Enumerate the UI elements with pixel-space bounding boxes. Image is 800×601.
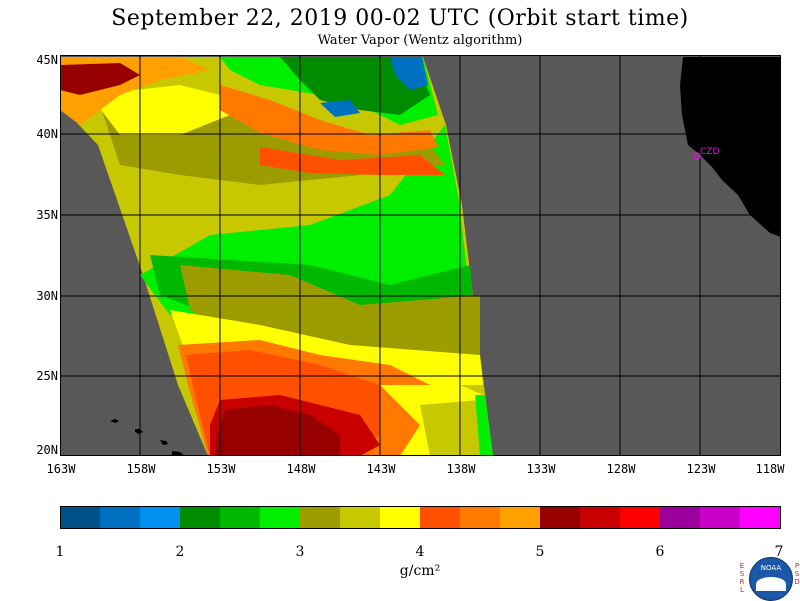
hawaii-island-1 [110,419,119,423]
colorbar-cell [300,506,341,529]
colorbar-cell [180,506,221,529]
psd-letters: P S D [794,562,800,586]
colorbar-cell [340,506,381,529]
lat-label-45n: 45N [36,53,58,67]
hawaii-island-3 [160,440,168,445]
lon-label-163w: 163W [46,462,76,476]
colorbar-cell [660,506,701,529]
swath-south-darkred [215,405,340,456]
colorbar-cell [580,506,621,529]
map-title: September 22, 2019 00-02 UTC (Orbit star… [111,6,689,31]
colorbar-cell [620,506,661,529]
lon-label-143w: 143W [366,462,396,476]
lon-label-128w: 128W [606,462,636,476]
lon-label-153w: 153W [206,462,236,476]
swath-north-yellow [90,85,230,135]
lon-label-123w: 123W [686,462,716,476]
lon-label-133w: 133W [526,462,556,476]
swath-upper-darkgreen [280,57,430,115]
lat-label-40n: 40N [36,127,58,141]
land [110,57,781,456]
colorbar-cell [260,506,301,529]
lon-label-118w: 118W [755,462,785,476]
california-coast [680,57,781,237]
lat-label-30n: 30N [36,289,58,303]
map-subtitle: Water Vapor (Wentz algorithm) [317,33,523,48]
lat-label-25n: 25N [36,369,58,383]
swath-orange-arc [220,85,438,155]
satellite-swath [60,57,493,456]
colorbar-tick-3: 3 [295,544,305,560]
noaa-logo: NOAA [749,557,793,601]
grid-lines [60,55,781,456]
lon-label-138w: 138W [446,462,476,476]
swath-south-olive [420,400,493,456]
lon-label-148w: 148W [286,462,316,476]
colorbar-tick-5: 5 [535,544,545,560]
esrl-letters: E S R L [739,562,745,594]
noaa-logo-text: NOAA [760,564,782,572]
colorbar [60,506,781,529]
hawaii-island-2 [135,429,143,434]
lat-label-20n: 20N [36,443,58,457]
hawaii-island-4 [172,451,185,456]
colorbar-cell [740,506,781,529]
swath-blue-patch-2 [320,100,360,117]
colorbar-cell [460,506,501,529]
swath-north-red [60,63,140,95]
colorbar-cell [220,506,261,529]
colorbar-tick-4: 4 [415,544,425,560]
colorbar-tick-2: 2 [175,544,185,560]
colorbar-cell [540,506,581,529]
colorbar-cell [140,506,181,529]
colorbar-tick-1: 1 [55,544,65,560]
colorbar-cell [700,506,741,529]
noaa-bird-icon [756,577,786,591]
swath-blue-patch [390,57,428,90]
colorbar-tick-6: 6 [655,544,665,560]
colorbar-tick-7: 7 [774,544,784,560]
station-marker-czd: CZD [693,147,719,160]
colorbar-cell [500,506,541,529]
lon-label-158w: 158W [126,462,156,476]
station-label-czd: CZD [700,147,719,157]
colorbar-cell [420,506,461,529]
colorbar-cell [380,506,421,529]
lat-label-35n: 35N [36,208,58,222]
colorbar-cell [60,506,101,529]
swath-south-green [475,395,493,456]
water-vapor-map: CZD [60,55,781,456]
swath-orange-strip [260,147,445,175]
colorbar-unit: g/cm² [399,563,441,579]
colorbar-cell [100,506,141,529]
